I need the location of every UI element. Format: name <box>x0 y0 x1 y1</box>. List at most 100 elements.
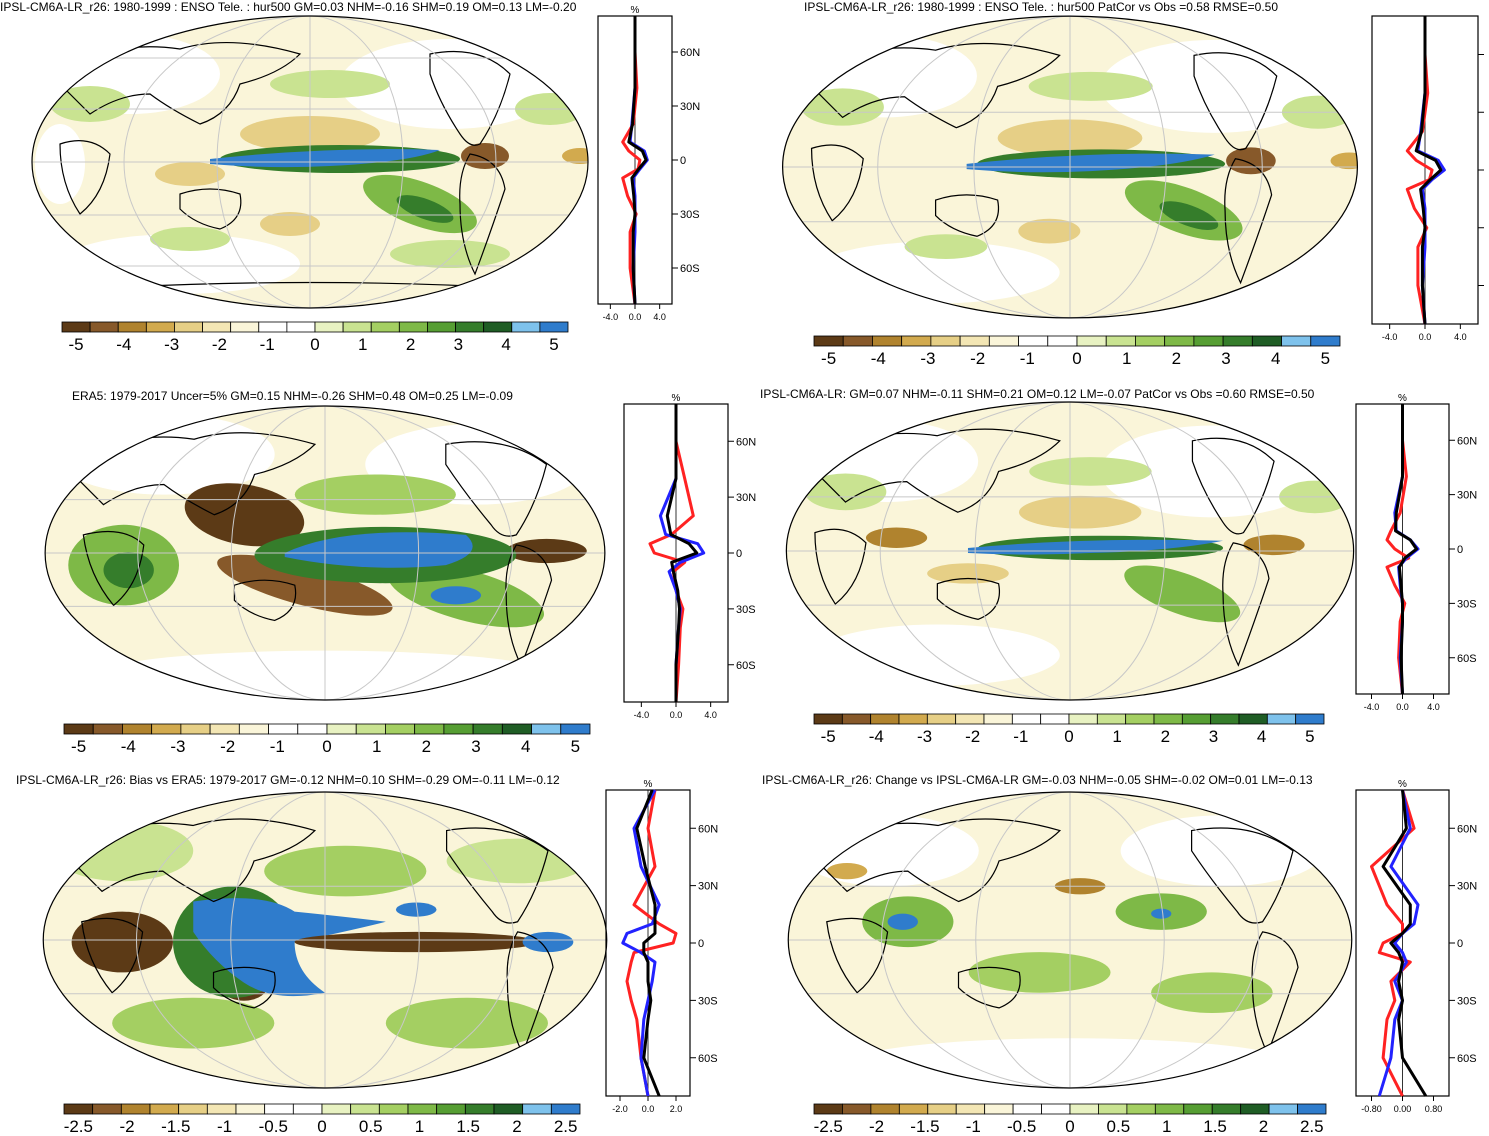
colorbar-swatch <box>472 723 503 735</box>
colorbar-label: 3 <box>471 737 480 756</box>
anom-blob <box>264 845 427 897</box>
colorbar-swatch <box>870 1103 900 1115</box>
x-tick-label: 4.0 <box>1454 332 1467 342</box>
colorbar-swatch <box>378 1103 409 1115</box>
anom-blob <box>294 474 456 515</box>
zonal-profile-2: -4.0 0.0 4.0 <box>1371 15 1484 342</box>
colorbar-swatch <box>443 723 474 735</box>
x-tick-label: 0.00 <box>1394 1104 1412 1114</box>
anom-blob <box>340 39 560 129</box>
colorbar-swatch <box>92 723 123 735</box>
colorbar-swatch <box>1096 713 1127 725</box>
colorbar-label: -1 <box>966 1117 981 1136</box>
colorbar-label: 0.5 <box>1107 1117 1131 1136</box>
colorbar-swatch <box>988 335 1019 347</box>
colorbar-swatch <box>983 713 1013 725</box>
colorbar-label: 5 <box>1321 349 1330 368</box>
map-border <box>781 15 1359 319</box>
colorbar-swatch <box>1238 713 1268 725</box>
anom-blob <box>53 414 275 495</box>
profile-unit: % <box>644 779 653 790</box>
lat-tick-label: 0 <box>698 938 704 950</box>
colorbar-label: 2 <box>1259 1117 1268 1136</box>
land-boundary <box>59 140 111 215</box>
colorbar-swatch <box>501 723 532 735</box>
anom-enso-core <box>284 532 473 568</box>
lat-tick-label: 30S <box>680 209 700 221</box>
zonal-profile-4: % 60N 30N 0 30S 60S -4.0 0.0 4.0 <box>1355 393 1477 712</box>
colorbar-swatch <box>268 723 299 735</box>
anom-blob <box>804 473 887 511</box>
lat-tick-label: 0 <box>1457 938 1463 950</box>
colorbar-swatch <box>1018 335 1049 347</box>
anom-blob <box>395 902 437 917</box>
colorbar-label: -1.5 <box>910 1117 939 1136</box>
colorbar-swatch <box>178 1103 208 1115</box>
x-tick-label: 4.0 <box>653 312 666 322</box>
anom-blob <box>446 838 589 884</box>
x-tick-label: -4.0 <box>1364 702 1380 712</box>
colorbar-swatch <box>1222 335 1253 347</box>
colorbar-swatch <box>149 1103 180 1115</box>
anom-blob <box>390 240 510 268</box>
profile-series-total <box>665 404 699 702</box>
colorbar-label: 5 <box>1305 727 1314 746</box>
anom-blob <box>193 898 386 997</box>
lat-tick-label: 0 <box>736 548 742 560</box>
lat-tick-label: 30N <box>680 101 700 113</box>
x-tick-label: 0.80 <box>1425 1104 1443 1114</box>
profile-series-obs <box>625 789 678 1097</box>
colorbar-label: 2 <box>1172 349 1181 368</box>
anom-blob <box>112 997 275 1049</box>
graticule-line <box>879 402 1261 700</box>
colorbar-swatch <box>117 321 147 333</box>
colorbar-3: -5 -4 -3 -2 -1 0 1 2 3 4 5 <box>63 723 591 756</box>
panel-title-3: ERA5: 1979-2017 Uncer=5% GM=0.15 NHM=-0.… <box>72 389 513 403</box>
colorbar-label: -3 <box>164 335 179 354</box>
colorbar-label: 0 <box>1065 1117 1074 1136</box>
panel-title-1: IPSL-CM6A-LR_r26: 1980-1999 : ENSO Tele.… <box>0 0 577 14</box>
land-boundary <box>179 188 242 230</box>
colorbar-swatch <box>297 723 328 735</box>
colorbar-swatch <box>92 1103 122 1115</box>
map-panel-5 <box>42 791 608 1089</box>
colorbar-swatch <box>813 1103 843 1115</box>
colorbar-label: 4 <box>1271 349 1280 368</box>
colorbar-label: 3 <box>1221 349 1230 368</box>
colorbar-swatch <box>385 723 416 735</box>
panel-title-4: IPSL-CM6A-LR: GM=0.07 NHM=-0.11 SHM=0.21… <box>760 387 1315 401</box>
colorbar-swatch <box>1210 713 1240 725</box>
land-boundary <box>1191 827 1294 924</box>
colorbar-swatch <box>235 1103 266 1115</box>
colorbar-label: 1.5 <box>456 1117 480 1136</box>
land-boundary <box>800 42 1061 129</box>
map-border <box>42 791 608 1089</box>
anom-blob <box>1029 457 1152 486</box>
map-border <box>787 791 1353 1089</box>
panel-title-6: IPSL-CM6A-LR_r26: Change vs IPSL-CM6A-LR… <box>762 773 1313 787</box>
colorbar-label: 1 <box>1122 349 1131 368</box>
profile-series-obs <box>648 404 695 703</box>
colorbar-swatch <box>1126 1103 1156 1115</box>
profile-series-total <box>1414 16 1443 325</box>
anom-blob <box>814 624 1060 686</box>
profile-series-obs <box>1405 16 1434 325</box>
colorbar-label: -1 <box>260 335 275 354</box>
lat-tick-label: 60S <box>1457 653 1477 665</box>
colorbar-swatch <box>230 321 260 333</box>
colorbar-label: 0 <box>317 1117 326 1136</box>
anom-blob <box>184 483 305 547</box>
colorbar-swatch <box>145 321 175 333</box>
lat-tick-label: 30S <box>736 604 756 616</box>
profile-series-obs <box>1370 789 1416 1097</box>
colorbar-label: 2 <box>1161 727 1170 746</box>
x-tick-label: 0.0 <box>1419 332 1432 342</box>
anom-blob <box>1018 218 1081 244</box>
anom-enso-core <box>966 153 1215 173</box>
map-panel-6 <box>787 791 1353 1089</box>
lat-tick-label: 60S <box>680 263 700 275</box>
profile-series-total <box>635 789 661 1097</box>
colorbar-swatch <box>314 321 344 333</box>
colorbar-swatch <box>355 723 386 735</box>
colorbar-swatch <box>436 1103 466 1115</box>
